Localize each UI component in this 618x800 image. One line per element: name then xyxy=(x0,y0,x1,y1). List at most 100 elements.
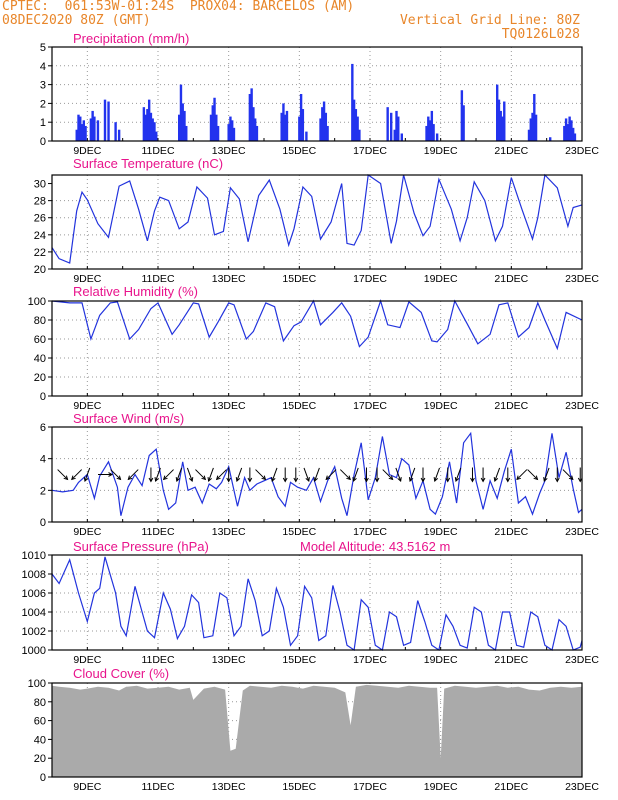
precip-bar xyxy=(324,112,328,141)
precip-bar xyxy=(216,125,220,141)
x-tick-label: 23DEC xyxy=(565,654,599,666)
precip-bar xyxy=(527,129,531,141)
precip-bar xyxy=(356,116,359,141)
wind-arrow-head xyxy=(493,477,499,483)
precip-bar xyxy=(155,131,158,141)
precip-bar xyxy=(80,124,84,141)
precip-bar xyxy=(533,94,536,141)
wind-arrow-head xyxy=(352,477,357,483)
wind-arrow-head xyxy=(154,477,159,483)
precip-bar xyxy=(248,94,252,141)
precip-bar xyxy=(534,114,538,141)
precip-bar xyxy=(351,63,354,141)
wind-arrow-head xyxy=(83,477,89,483)
precip-bar xyxy=(183,110,186,141)
y-tick-label: 4 xyxy=(40,454,46,466)
precip-bar xyxy=(390,112,393,141)
y-tick-label: 80 xyxy=(34,697,46,709)
x-tick-label: 11DEC xyxy=(141,145,174,157)
precip-bar xyxy=(298,116,301,141)
wind-arrow-head xyxy=(305,477,310,483)
precip-bar xyxy=(114,122,117,141)
precip-bar xyxy=(326,125,329,141)
precip-bar xyxy=(352,99,356,141)
precip-bar xyxy=(77,114,80,141)
wind-arrow-head xyxy=(188,477,194,483)
precip-bar xyxy=(566,124,570,141)
x-tick-label: 17DEC xyxy=(353,145,387,157)
x-tick-label: 11DEC xyxy=(141,654,174,666)
wind-arrow xyxy=(208,467,214,482)
precip-bar xyxy=(393,129,396,141)
precip-bar xyxy=(305,131,308,141)
wind-arrow-head xyxy=(408,477,414,483)
wind-arrow-head xyxy=(148,477,154,483)
wind-arrow-head xyxy=(470,477,475,483)
wind-arrow-head xyxy=(325,475,331,481)
run-date-label: 08DEC2020 80Z (GMT) xyxy=(2,13,151,28)
x-tick-label: 17DEC xyxy=(353,400,387,412)
x-tick-label: 9DEC xyxy=(73,273,101,285)
wind-arrow-head xyxy=(388,475,394,481)
wind-arrow-head xyxy=(445,477,451,483)
wind-arrow xyxy=(395,467,402,482)
panel-title: Cloud Cover (%) xyxy=(73,666,169,681)
x-tick-label: 15DEC xyxy=(282,273,316,285)
precip-bar xyxy=(568,116,571,141)
series-line xyxy=(51,431,583,516)
panel-title: Precipitation (mm/h) xyxy=(73,31,189,46)
wind-arrow xyxy=(516,469,528,480)
y-tick-label: 3 xyxy=(40,80,46,92)
precip-bar xyxy=(400,133,403,141)
wind-arrow xyxy=(562,469,574,480)
x-tick-label: 17DEC xyxy=(353,781,387,793)
precip-bar xyxy=(211,105,214,141)
precip-bar xyxy=(84,125,87,141)
precip-bar xyxy=(96,120,100,141)
precip-bar xyxy=(571,127,575,141)
precip-bar xyxy=(282,103,285,141)
wind-arrow xyxy=(186,467,193,482)
precip-bar xyxy=(144,114,147,141)
x-tick-label: 19DEC xyxy=(424,145,458,157)
x-tick-label: 15DEC xyxy=(282,781,316,793)
precip-bar xyxy=(93,116,96,141)
x-tick-label: 13DEC xyxy=(212,781,246,793)
x-tick-label: 9DEC xyxy=(73,781,101,793)
precip-bar xyxy=(103,99,107,141)
x-tick-label: 21DEC xyxy=(494,273,528,285)
precip-bar xyxy=(497,99,501,141)
wind-arrow-head xyxy=(201,475,207,481)
precip-bar xyxy=(319,118,322,141)
y-tick-label: 26 xyxy=(34,213,46,225)
precip-bar xyxy=(252,107,255,141)
x-tick-label: 21DEC xyxy=(494,781,528,793)
panel-3: 0 2 4 6 9DEC 11DEC 13DEC 15DEC 17DEC 19DEC 21DEC 23… xyxy=(40,411,599,538)
x-tick-label: 9DEC xyxy=(73,145,101,157)
wind-arrow-head xyxy=(108,472,114,477)
panel-1: 20 22 24 26 28 30 9DEC 11DEC 13DEC 15DEC 17DEC 19DE… xyxy=(34,156,600,285)
x-tick-label: 19DEC xyxy=(424,273,458,285)
panel-0: 0 1 2 3 4 5 9DEC 11DEC 13DEC 15DEC 17DEC 19DEC 21DEC… xyxy=(40,31,599,157)
y-tick-label: 40 xyxy=(34,353,46,365)
wind-arrow xyxy=(339,469,351,480)
wind-arrow xyxy=(353,467,359,482)
x-tick-label: 11DEC xyxy=(141,781,174,793)
x-tick-label: 13DEC xyxy=(212,273,246,285)
precip-bar xyxy=(462,105,465,141)
precip-bar xyxy=(460,90,464,141)
wind-arrow-head xyxy=(261,475,267,481)
precip-bar xyxy=(209,114,213,141)
panel-title: Surface Temperature (nC) xyxy=(73,156,223,171)
x-tick-label: 19DEC xyxy=(424,781,458,793)
wind-arrow xyxy=(494,467,501,482)
wind-arrow xyxy=(84,467,91,482)
precip-bar xyxy=(549,137,552,141)
x-tick-label: 17DEC xyxy=(353,273,387,285)
wind-arrow-head xyxy=(480,477,486,483)
precip-bar xyxy=(153,122,156,141)
precip-bar xyxy=(255,125,259,141)
precip-bar xyxy=(358,129,361,141)
model-altitude-label: Model Altitude: 43.5162 m xyxy=(300,539,450,554)
